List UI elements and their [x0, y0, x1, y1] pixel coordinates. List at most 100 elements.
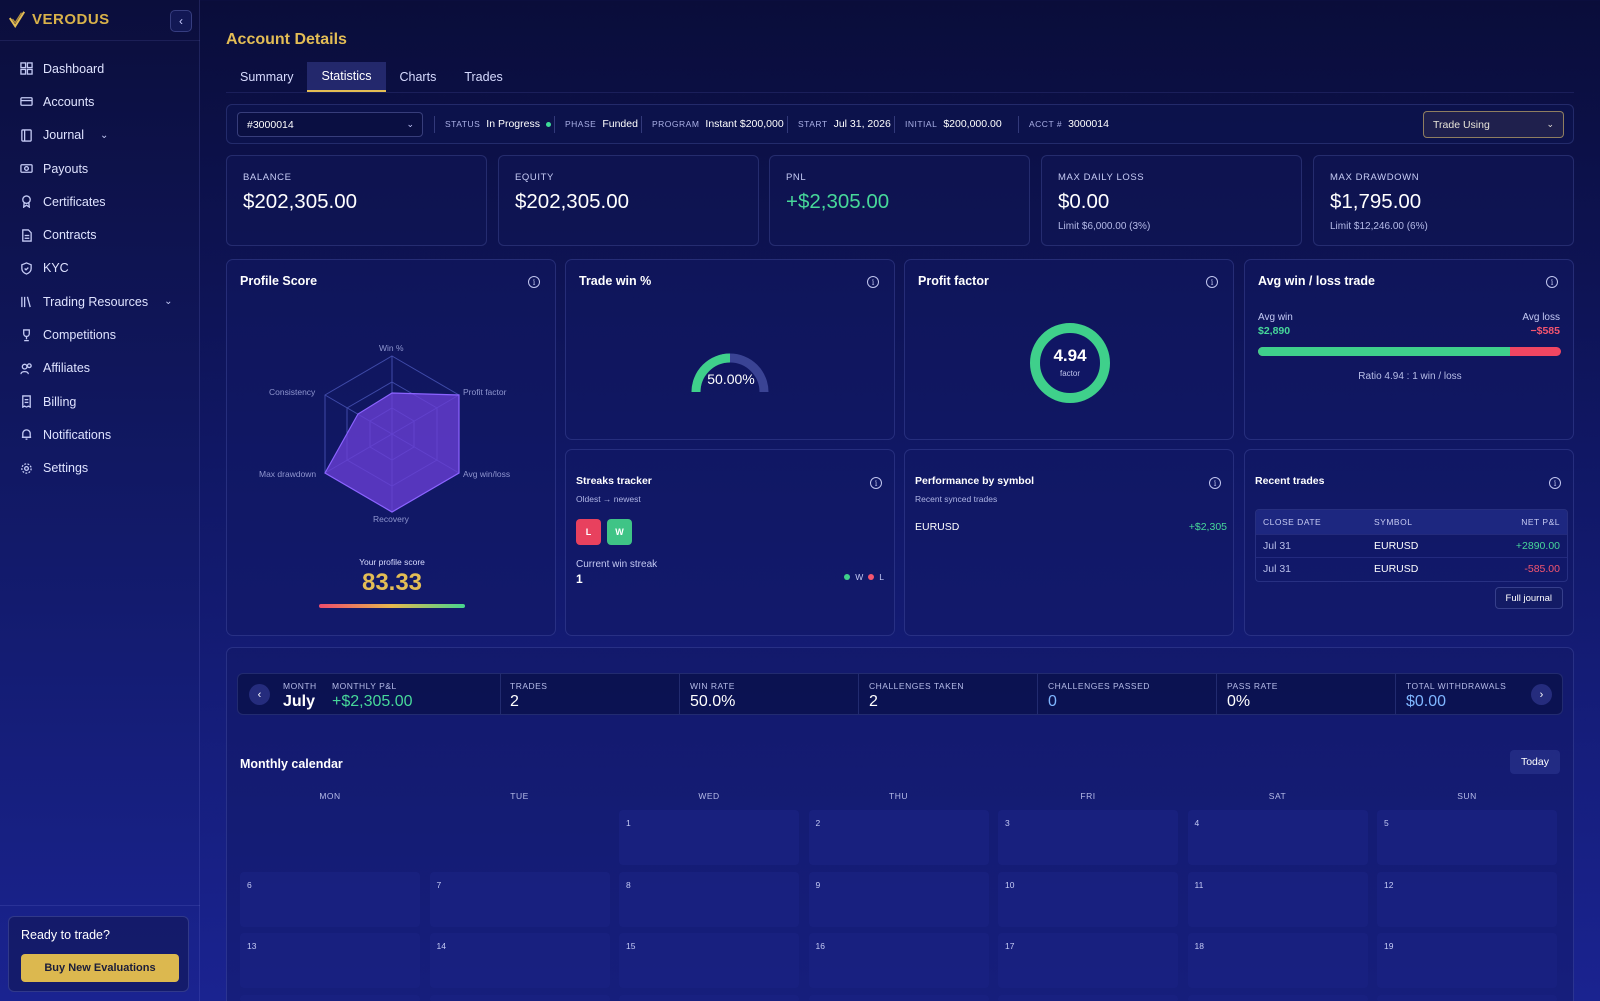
sidebar-item-accounts[interactable]: Accounts: [10, 85, 190, 118]
sidebar-item-notifications[interactable]: Notifications: [10, 418, 190, 451]
calendar-day[interactable]: 6: [240, 871, 420, 927]
panel-title: Avg win / loss trade: [1258, 274, 1375, 288]
stat-label: MAX DRAWDOWN: [1330, 172, 1420, 183]
info-icon[interactable]: i: [867, 276, 879, 288]
sidebar-item-contracts[interactable]: Contracts: [10, 218, 190, 251]
calendar-day[interactable]: 17: [998, 933, 1178, 988]
sidebar-item-label: Affiliates: [43, 361, 91, 376]
panel-title: Recent trades: [1255, 475, 1325, 487]
info-icon[interactable]: i: [1549, 477, 1561, 489]
challenges-passed-cell: CHALLENGES PASSED 0: [1048, 681, 1150, 711]
calendar-day[interactable]: [1187, 994, 1368, 1001]
sidebar: VERODUS ‹ Dashboard Accounts Journal ⌄ P…: [0, 0, 200, 1001]
day-number: 7: [436, 879, 442, 890]
calendar-day[interactable]: 19: [1377, 933, 1557, 988]
calendar-day[interactable]: [240, 994, 420, 1001]
chevron-right-icon: ›: [1539, 688, 1544, 701]
radar-axis-label: Profit factor: [463, 387, 507, 397]
win-rate-value: 50.00%: [707, 371, 755, 387]
status-value: In Progress: [486, 118, 540, 130]
strip-value: July: [283, 693, 316, 710]
account-select[interactable]: #3000014 ⌄: [237, 112, 423, 137]
calendar-day[interactable]: [619, 994, 799, 1001]
profile-score-panel: Profile Score i Win % Profit factor Avg …: [226, 259, 556, 636]
weekday-header: MON: [319, 791, 341, 801]
brand[interactable]: VERODUS: [8, 10, 110, 28]
tab-trades[interactable]: Trades: [464, 70, 503, 84]
performance-panel: Performance by symbol Recent synced trad…: [904, 449, 1234, 636]
full-journal-button[interactable]: Full journal: [1494, 587, 1563, 609]
calendar-day[interactable]: 7: [429, 871, 610, 927]
calendar-day[interactable]: 8: [619, 871, 799, 927]
sidebar-nav: Dashboard Accounts Journal ⌄ Payouts Cer…: [10, 52, 190, 485]
ratio-text: Ratio 4.94 : 1 win / loss: [1358, 371, 1462, 382]
tab-charts[interactable]: Charts: [399, 70, 437, 84]
strip-value: $0.00: [1406, 693, 1447, 710]
chevron-left-icon: ‹: [257, 688, 262, 701]
calendar-day[interactable]: 2: [808, 810, 989, 865]
calendar-day[interactable]: 1: [619, 810, 799, 865]
chevron-down-icon: ⌄: [100, 129, 109, 141]
info-icon[interactable]: i: [528, 276, 540, 288]
next-month-button[interactable]: ›: [1531, 684, 1552, 705]
streaks-panel: Streaks tracker Oldest → newest i L W Cu…: [565, 449, 895, 636]
calendar-day[interactable]: 10: [998, 871, 1178, 927]
status-meta: STATUS In Progress: [445, 118, 551, 130]
collapse-sidebar-button[interactable]: ‹: [170, 10, 192, 32]
radar-axis-label: Avg win/loss: [463, 469, 511, 479]
sidebar-item-journal[interactable]: Journal ⌄: [10, 119, 190, 152]
stat-value: $1,795.00: [1330, 190, 1422, 213]
calendar-day[interactable]: 13: [240, 933, 420, 988]
phase-value: Funded: [602, 118, 638, 130]
sidebar-item-trading-resources[interactable]: Trading Resources ⌄: [10, 285, 190, 318]
prev-month-button[interactable]: ‹: [249, 684, 270, 705]
info-icon[interactable]: i: [1209, 477, 1221, 489]
trade-using-label: Trade Using: [1433, 118, 1490, 131]
calendar-day[interactable]: [1377, 994, 1557, 1001]
day-number: 14: [436, 941, 446, 951]
sidebar-item-competitions[interactable]: Competitions: [10, 318, 190, 351]
buy-evaluations-button[interactable]: Buy New Evaluations: [21, 954, 179, 982]
sidebar-item-billing[interactable]: Billing: [10, 385, 190, 418]
sidebar-item-affiliates[interactable]: Affiliates: [10, 352, 190, 385]
calendar-day[interactable]: 11: [1187, 871, 1368, 927]
win-rate-gauge: [691, 353, 769, 393]
calendar-day[interactable]: [998, 994, 1178, 1001]
calendar-day[interactable]: 15: [619, 933, 799, 988]
calendar-day[interactable]: 5: [1377, 810, 1557, 865]
calendar-day[interactable]: 16: [808, 933, 989, 988]
sidebar-item-kyc[interactable]: KYC: [10, 252, 190, 285]
divider: [0, 905, 200, 906]
panel-subtitle: Oldest → newest: [576, 494, 641, 504]
sidebar-item-settings[interactable]: Settings: [10, 452, 190, 485]
sidebar-item-certificates[interactable]: Certificates: [10, 185, 190, 218]
info-icon[interactable]: i: [1546, 276, 1558, 288]
account-info-bar: #3000014 ⌄ STATUS In Progress PHASE Fund…: [226, 104, 1574, 144]
sidebar-item-label: Competitions: [43, 328, 116, 343]
calendar-day[interactable]: [808, 994, 989, 1001]
table-row[interactable]: Jul 31 EURUSD +2890.00: [1256, 533, 1567, 558]
table-row[interactable]: Jul 31 EURUSD -585.00: [1256, 557, 1567, 581]
calendar-day[interactable]: 9: [808, 871, 989, 927]
sidebar-item-payouts[interactable]: Payouts: [10, 152, 190, 185]
tab-summary[interactable]: Summary: [240, 70, 294, 84]
info-icon[interactable]: i: [1206, 276, 1218, 288]
divider: [641, 116, 642, 133]
today-button[interactable]: Today: [1509, 750, 1560, 774]
monthly-summary-strip: ‹ MONTH July MONTHLY P&L +$2,305.00 TRAD…: [237, 673, 1563, 715]
sidebar-item-dashboard[interactable]: Dashboard: [10, 52, 190, 85]
day-number: 13: [247, 941, 257, 951]
calendar-day[interactable]: 14: [429, 933, 610, 988]
sidebar-item-label: Settings: [43, 461, 89, 476]
calendar-day[interactable]: 18: [1187, 933, 1368, 988]
calendar-day[interactable]: 4: [1187, 810, 1368, 865]
trade-using-select[interactable]: Trade Using ⌄: [1423, 111, 1564, 138]
calendar-day[interactable]: 12: [1377, 871, 1557, 927]
challenges-taken-cell: CHALLENGES TAKEN 2: [869, 681, 964, 711]
info-icon[interactable]: i: [870, 477, 882, 489]
tab-statistics[interactable]: Statistics: [307, 62, 386, 92]
calendar-day[interactable]: [429, 994, 610, 1001]
day-number: 15: [626, 941, 636, 951]
calendar-day[interactable]: 3: [998, 810, 1178, 865]
page-title: Account Details: [226, 31, 347, 48]
